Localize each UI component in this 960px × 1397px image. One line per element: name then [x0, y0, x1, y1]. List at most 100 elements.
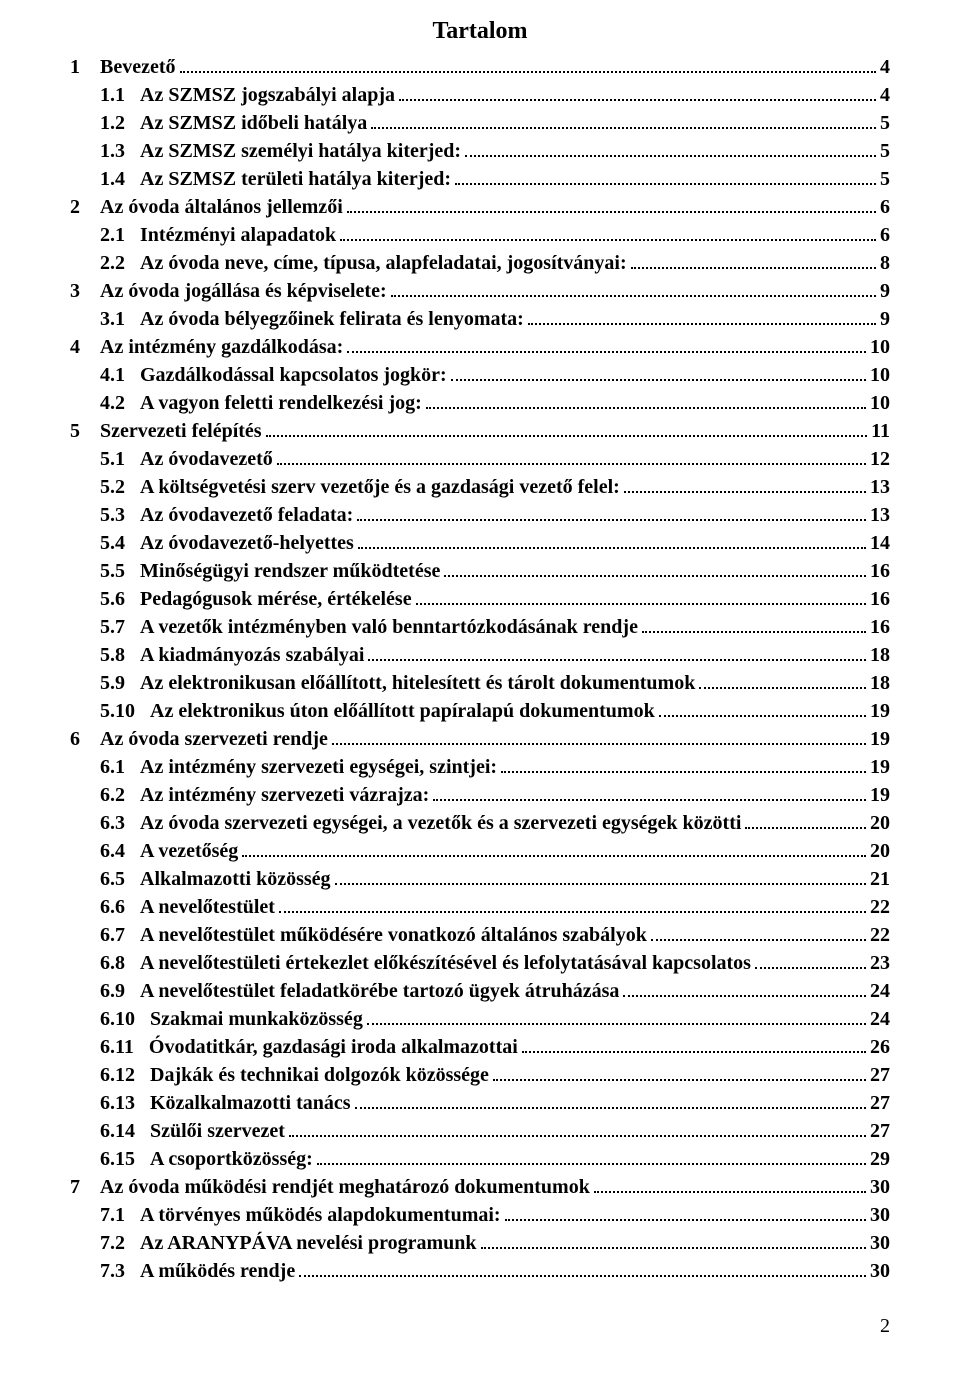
toc-entry: 5.2 A költségvetési szerv vezetője és a … [70, 473, 890, 501]
toc-entry-number: 1 [70, 53, 80, 81]
toc-leader [522, 1035, 866, 1053]
toc-entry: 6.7 A nevelőtestület működésére vonatkoz… [70, 921, 890, 949]
toc-entry-number: 5.5 [100, 557, 125, 585]
toc-entry-number: 1.2 [100, 109, 125, 137]
toc-entry-title: A költségvetési szerv vezetője és a gazd… [140, 473, 620, 501]
toc-entry-title: Az óvodavezető feladata: [140, 501, 353, 529]
toc-entry-title: Az ARANYPÁVA nevelési programunk [140, 1229, 477, 1257]
toc-entry-page: 30 [870, 1257, 890, 1285]
toc-leader [501, 755, 866, 773]
toc-list: 1 Bevezető 41.1 Az SZMSZ jogszabályi ala… [70, 53, 890, 1285]
toc-entry-title: A vezetők intézményben való benntartózko… [140, 613, 638, 641]
toc-leader [651, 923, 866, 941]
toc-entry-number: 6.6 [100, 893, 125, 921]
toc-entry-page: 9 [880, 277, 890, 305]
toc-leader [347, 195, 876, 213]
toc-leader [368, 643, 866, 661]
toc-entry-title: Az elektronikus úton előállított papíral… [150, 697, 655, 725]
toc-entry-title: A kiadmányozás szabályai [140, 641, 364, 669]
toc-entry-title: Az SZMSZ időbeli hatálya [140, 109, 367, 137]
toc-entry-number: 6.14 [100, 1117, 135, 1145]
toc-entry-page: 14 [870, 529, 890, 557]
toc-entry-page: 13 [870, 473, 890, 501]
toc-entry-number: 7.1 [100, 1201, 125, 1229]
toc-entry: 6.10 Szakmai munkaközösség 24 [70, 1005, 890, 1033]
toc-entry: 5.9 Az elektronikusan előállított, hitel… [70, 669, 890, 697]
toc-entry-page: 9 [880, 305, 890, 333]
toc-entry: 6.4 A vezetőség 20 [70, 837, 890, 865]
toc-entry: 3 Az óvoda jogállása és képviselete: 9 [70, 277, 890, 305]
toc-entry-number: 3.1 [100, 305, 125, 333]
toc-leader [299, 1259, 866, 1277]
toc-entry-title: Az óvodavezető-helyettes [140, 529, 354, 557]
toc-leader [444, 559, 866, 577]
toc-entry-number: 5.4 [100, 529, 125, 557]
toc-entry-title: Minőségügyi rendszer működtetése [140, 557, 440, 585]
toc-leader [277, 447, 866, 465]
toc-leader [332, 727, 866, 745]
toc-entry-number: 5.2 [100, 473, 125, 501]
toc-entry-page: 6 [880, 193, 890, 221]
toc-entry-page: 10 [870, 333, 890, 361]
toc-entry-title: A nevelőtestület feladatkörébe tartozó ü… [140, 977, 619, 1005]
toc-leader [358, 531, 866, 549]
toc-leader [745, 811, 866, 829]
toc-leader [659, 699, 866, 717]
toc-entry: 5.4 Az óvodavezető-helyettes 14 [70, 529, 890, 557]
toc-entry-title: Az SZMSZ jogszabályi alapja [140, 81, 395, 109]
toc-entry-number: 1.3 [100, 137, 125, 165]
toc-entry-title: A nevelőtestület működésére vonatkozó ál… [140, 921, 647, 949]
toc-entry-number: 5.6 [100, 585, 125, 613]
toc-entry-number: 6.13 [100, 1089, 135, 1117]
toc-leader [455, 167, 876, 185]
toc-entry-page: 27 [870, 1117, 890, 1145]
toc-entry-number: 3 [70, 277, 80, 305]
toc-leader [493, 1063, 866, 1081]
toc-entry-number: 7.2 [100, 1229, 125, 1257]
toc-entry-title: Az óvoda működési rendjét meghatározó do… [100, 1173, 590, 1201]
toc-entry-page: 27 [870, 1089, 890, 1117]
toc-entry-title: Intézményi alapadatok [140, 221, 336, 249]
toc-entry-title: Óvodatitkár, gazdasági iroda alkalmazott… [149, 1033, 518, 1061]
toc-leader [624, 475, 866, 493]
toc-leader [242, 839, 866, 857]
toc-entry: 1.2 Az SZMSZ időbeli hatálya 5 [70, 109, 890, 137]
toc-entry-number: 5.7 [100, 613, 125, 641]
toc-entry: 7.3 A működés rendje 30 [70, 1257, 890, 1285]
toc-entry: 6.9 A nevelőtestület feladatkörébe tarto… [70, 977, 890, 1005]
toc-entry-title: Az SZMSZ személyi hatálya kiterjed: [140, 137, 461, 165]
toc-leader [266, 419, 868, 437]
toc-entry-title: A vagyon feletti rendelkezési jog: [140, 389, 422, 417]
toc-entry-page: 10 [870, 361, 890, 389]
toc-entry-number: 5 [70, 417, 80, 445]
toc-entry: 6.6 A nevelőtestület 22 [70, 893, 890, 921]
toc-entry-number: 6 [70, 725, 80, 753]
toc-leader [433, 783, 866, 801]
toc-entry-title: A vezetőség [140, 837, 238, 865]
toc-entry: 6 Az óvoda szervezeti rendje 19 [70, 725, 890, 753]
toc-entry: 1.3 Az SZMSZ személyi hatálya kiterjed: … [70, 137, 890, 165]
toc-entry-page: 16 [870, 557, 890, 585]
toc-leader [289, 1119, 866, 1137]
toc-entry: 4.1 Gazdálkodással kapcsolatos jogkör: 1… [70, 361, 890, 389]
toc-entry-number: 4 [70, 333, 80, 361]
toc-entry: 6.13 Közalkalmazotti tanács 27 [70, 1089, 890, 1117]
toc-entry-number: 6.11 [100, 1033, 134, 1061]
toc-entry-title: Az elektronikusan előállított, hitelesít… [140, 669, 695, 697]
toc-leader [357, 503, 866, 521]
toc-leader [426, 391, 866, 409]
toc-entry-page: 24 [870, 1005, 890, 1033]
toc-entry-title: Szakmai munkaközösség [150, 1005, 363, 1033]
toc-leader [347, 335, 866, 353]
toc-entry-page: 4 [880, 81, 890, 109]
toc-entry-page: 20 [870, 809, 890, 837]
toc-entry-title: Az óvoda bélyegzőinek felirata és lenyom… [140, 305, 524, 333]
toc-entry: 5.1 Az óvodavezető 12 [70, 445, 890, 473]
toc-entry-title: Az intézmény szervezeti egységei, szintj… [140, 753, 497, 781]
toc-entry: 6.8 A nevelőtestületi értekezlet előkész… [70, 949, 890, 977]
toc-entry: 5.3 Az óvodavezető feladata: 13 [70, 501, 890, 529]
toc-leader [279, 895, 866, 913]
toc-entry-page: 24 [870, 977, 890, 1005]
toc-entry-number: 5.9 [100, 669, 125, 697]
toc-entry-title: Gazdálkodással kapcsolatos jogkör: [140, 361, 447, 389]
